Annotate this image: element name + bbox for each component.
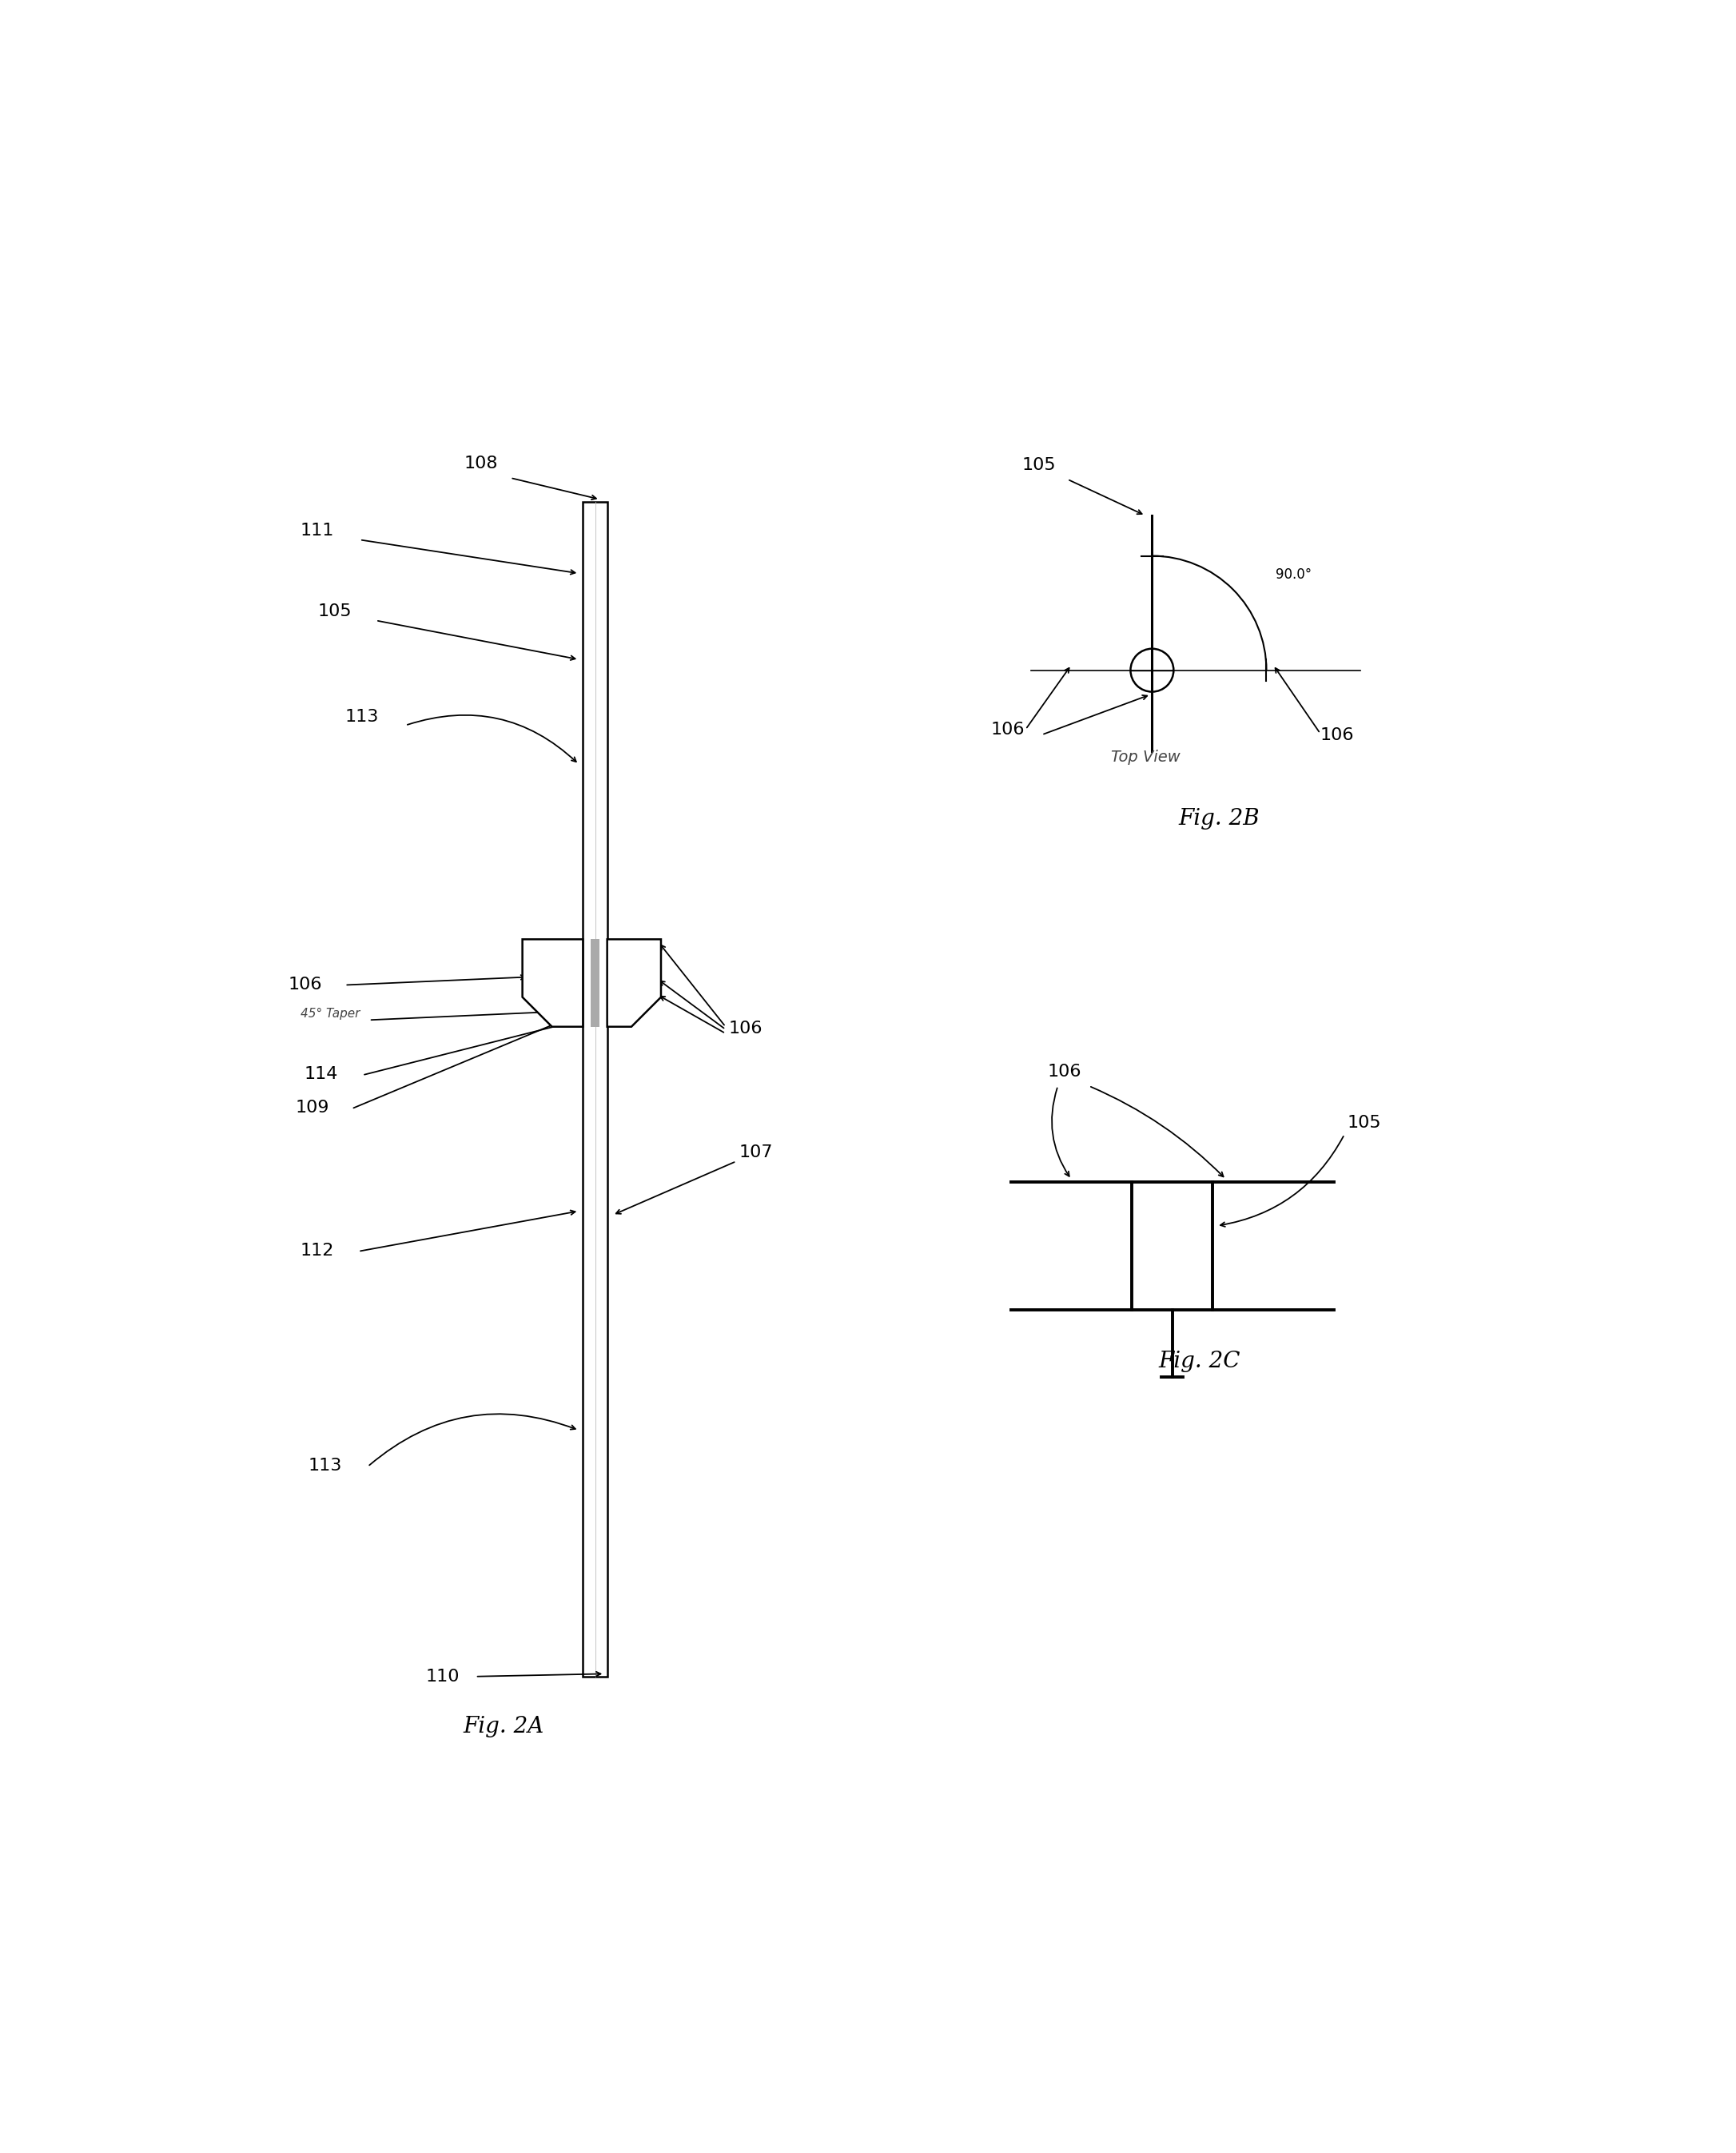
Polygon shape [608, 939, 661, 1027]
Text: 106: 106 [1047, 1064, 1082, 1079]
Text: 106: 106 [288, 975, 323, 993]
Text: 113: 113 [309, 1458, 342, 1475]
Text: 105: 105 [1347, 1115, 1382, 1130]
Text: 113: 113 [345, 708, 378, 726]
Text: 106: 106 [729, 1021, 762, 1036]
Text: 114: 114 [304, 1066, 339, 1083]
Bar [590, 939, 599, 1027]
Text: 112: 112 [300, 1242, 335, 1260]
Text: 107: 107 [740, 1145, 773, 1160]
Text: 109: 109 [295, 1100, 330, 1115]
Text: Top View: Top View [1111, 749, 1180, 764]
Text: 105: 105 [1021, 456, 1055, 474]
Text: Fig. 2C: Fig. 2C [1158, 1350, 1240, 1371]
Polygon shape [523, 939, 583, 1027]
Text: Fig. 2A: Fig. 2A [464, 1716, 543, 1737]
Bar [1132, 1182, 1212, 1309]
Text: 45° Taper: 45° Taper [300, 1008, 359, 1021]
Text: Fig. 2B: Fig. 2B [1179, 807, 1260, 829]
Text: 106: 106 [1319, 728, 1354, 743]
Text: 110: 110 [425, 1669, 460, 1686]
Text: 105: 105 [318, 603, 352, 620]
Text: 90.0°: 90.0° [1276, 568, 1312, 581]
Text: 111: 111 [300, 523, 335, 538]
Bar [583, 502, 608, 1677]
Text: 106: 106 [991, 721, 1024, 738]
Text: 108: 108 [464, 456, 498, 472]
